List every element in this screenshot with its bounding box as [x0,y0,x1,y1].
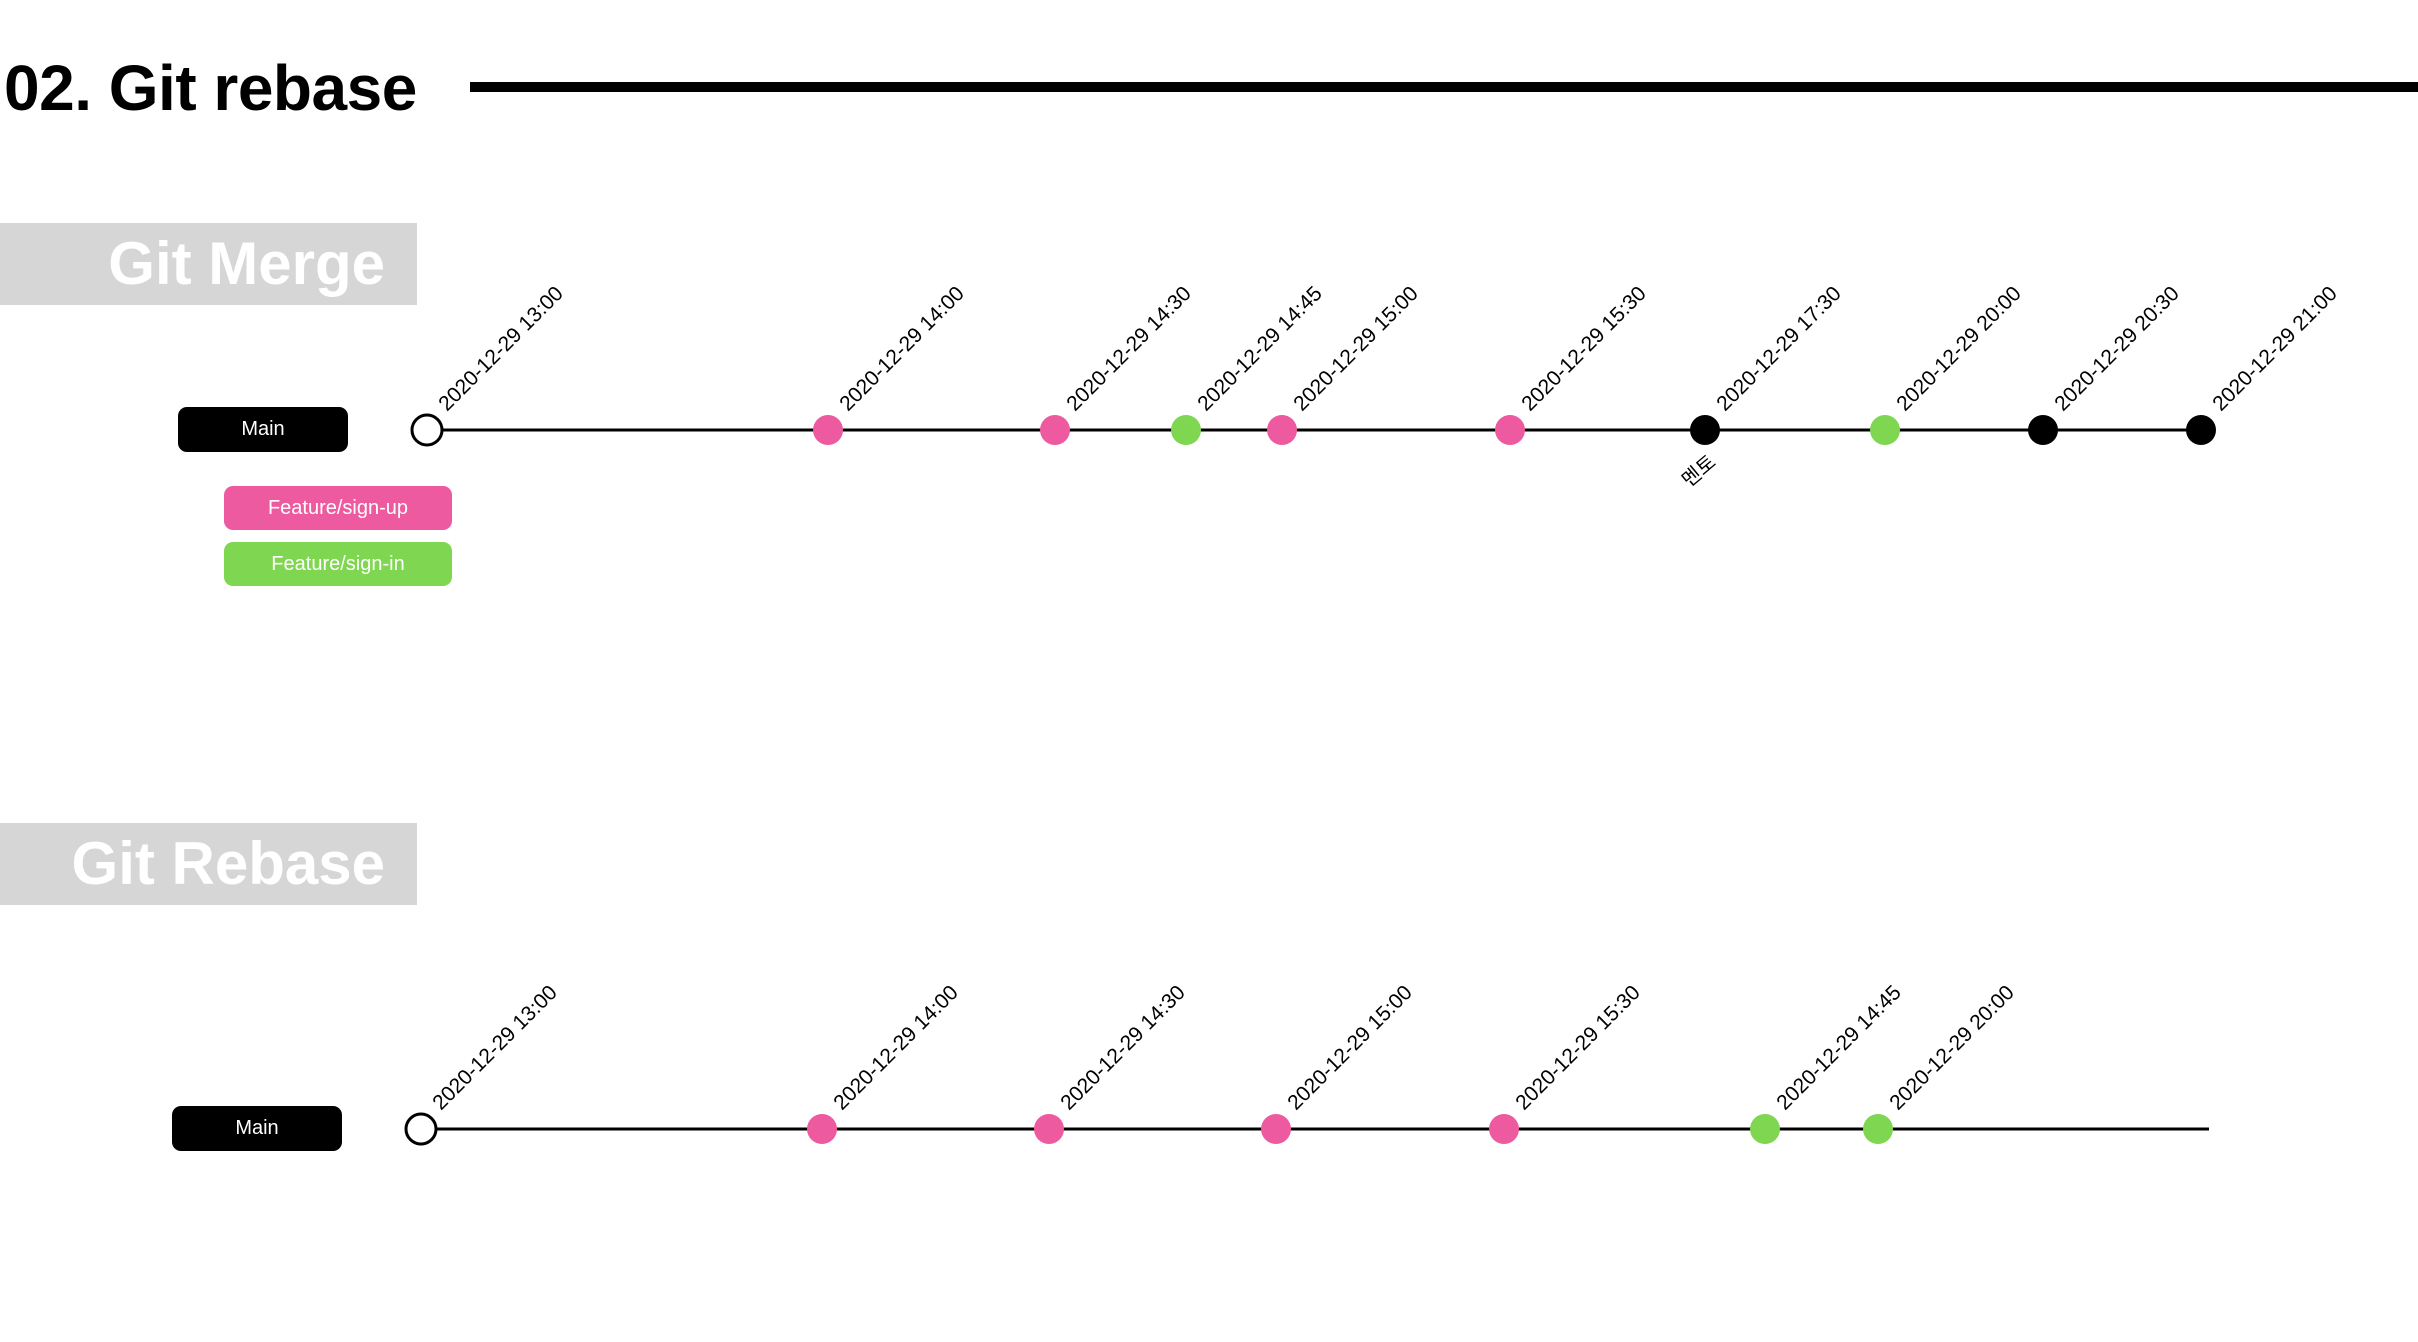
rebase-commit-time-label: 2020-12-29 14:00 [829,981,963,1115]
page-title: 02. Git rebase [4,52,417,124]
sign-up-branch-badge: Feature/sign-up [224,486,452,530]
merge-section-banner: Git Merge [0,223,417,305]
rebase-commit-dot [807,1114,837,1144]
merge-commit-dot [1495,415,1525,445]
rebase-commit-time-label: 2020-12-29 20:00 [1885,981,2019,1115]
merge-commit-dot [1690,415,1720,445]
rebase-commit-dot [1489,1114,1519,1144]
merge-commit-dot [410,413,444,447]
rebase-commit-time-label: 2020-12-29 13:00 [428,981,562,1115]
merge-commit-dot [2186,415,2216,445]
merge-commit-dot [1171,415,1201,445]
merge-main-branch-badge: Main [178,407,348,452]
rebase-commit-time-label: 2020-12-29 14:30 [1056,981,1190,1115]
merge-commit-dot [1870,415,1900,445]
rebase-commit-dot [404,1112,438,1146]
rebase-commit-time-label: 2020-12-29 14:45 [1772,981,1906,1115]
merge-commit-timeline: 2020-12-29 13:00 2020-12-29 14:00 2020-12-… [410,282,2342,492]
rebase-commit-dot [1261,1114,1291,1144]
rebase-main-branch-badge: Main [172,1106,342,1151]
rebase-commit-time-label: 2020-12-29 15:30 [1511,981,1645,1115]
merge-commit-dot [2028,415,2058,445]
merge-commit-dot [813,415,843,445]
rebase-commit-dot [1750,1114,1780,1144]
title-divider [470,82,2418,92]
rebase-section-banner: Git Rebase [0,823,417,905]
rebase-commit-dot [1034,1114,1064,1144]
sign-in-branch-badge: Feature/sign-in [224,542,452,586]
rebase-commit-dot [1863,1114,1893,1144]
merge-commit-dot [1267,415,1297,445]
merge-commit-dot [1040,415,1070,445]
rebase-commit-time-label: 2020-12-29 15:00 [1283,981,1417,1115]
